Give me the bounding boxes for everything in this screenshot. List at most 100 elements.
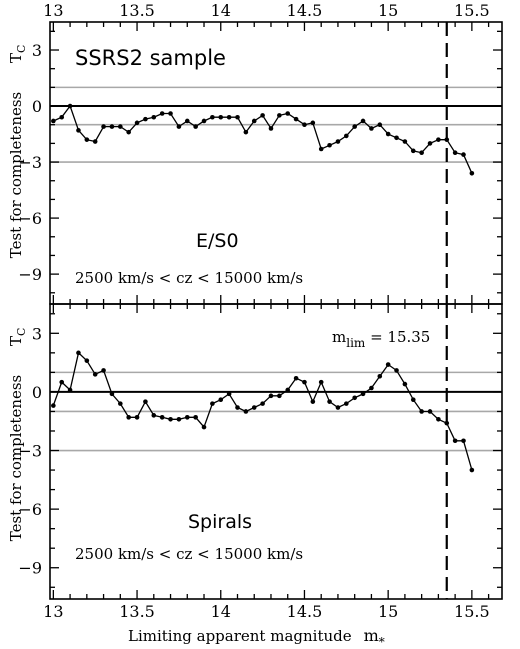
data-point-bottom-49: [461, 438, 466, 444]
data-point-bottom-12: [151, 413, 157, 418]
data-point-top-32: [318, 146, 324, 152]
mlim-symbol: m: [332, 328, 346, 346]
data-point-bottom-20: [218, 397, 224, 403]
x-axis-symbol: m: [364, 626, 379, 645]
range-label-top: 2500 km/s < cz < 15000 km/s: [75, 269, 303, 287]
top-x-tick-label-0: 13: [43, 1, 63, 20]
data-point-top-26: [268, 126, 274, 131]
svg-text:Test for completeness: Test for completeness: [7, 375, 25, 542]
y-axis-label-bottom: Test for completeness: [7, 375, 25, 542]
data-point-top-18: [201, 118, 207, 124]
data-point-bottom-16: [184, 415, 190, 420]
svg-text:TC: TC: [7, 45, 28, 63]
data-point-bottom-27: [277, 393, 282, 399]
data-point-bottom-1: [59, 379, 65, 385]
bottom-x-tick-labels: 13 13.5 14 14.5 15 15.5: [43, 602, 490, 621]
data-point-bottom-25: [260, 401, 265, 406]
range-label-bottom: 2500 km/s < cz < 15000 km/s: [75, 545, 303, 563]
data-point-bottom-30: [302, 379, 307, 385]
data-point-bottom-50: [469, 467, 475, 473]
y-axis-title-top: Test for completeness TC: [7, 45, 28, 259]
data-point-bottom-29: [293, 375, 299, 381]
class-label-spirals: Spirals: [188, 511, 252, 533]
data-point-bottom-40: [385, 362, 391, 367]
data-point-top-50: [469, 170, 475, 176]
data-point-bottom-23: [243, 409, 249, 414]
bottom-x-tick-label-5: 15.5: [454, 602, 490, 621]
x-axis-label: Limiting apparent magnitude: [128, 627, 352, 645]
data-point-bottom-35: [344, 401, 349, 406]
data-point-bottom-48: [452, 438, 458, 444]
x-axis-symbol-sub: *: [379, 635, 385, 649]
y-axis-title-bottom: Test for completeness TC: [7, 328, 28, 542]
data-point-bottom-34: [335, 405, 341, 410]
y-axis-symbol-top: T: [7, 53, 25, 63]
data-point-top-40: [385, 131, 391, 137]
data-point-top-16: [184, 118, 190, 124]
data-point-top-47: [444, 137, 450, 142]
data-point-bottom-39: [377, 373, 383, 379]
data-point-bottom-5: [92, 372, 98, 377]
data-point-top-10: [134, 120, 140, 126]
svg-text:Test for completeness: Test for completeness: [7, 92, 25, 259]
data-point-bottom-24: [251, 405, 257, 410]
data-point-bottom-38: [369, 385, 374, 391]
data-point-top-45: [427, 141, 433, 146]
svg-text:TC: TC: [7, 328, 28, 346]
plot-frame-bottom: [49, 303, 503, 600]
data-point-top-6: [101, 124, 106, 129]
data-point-top-48: [452, 150, 458, 156]
top-x-tick-label-3: 14.5: [287, 1, 323, 20]
data-point-bottom-11: [143, 399, 148, 404]
data-point-bottom-19: [210, 401, 215, 406]
data-point-bottom-0: [51, 403, 56, 408]
data-point-bottom-36: [352, 395, 357, 401]
data-point-top-12: [151, 114, 157, 120]
data-point-bottom-17: [193, 415, 198, 420]
data-point-top-19: [210, 114, 215, 120]
panel-bottom: 3 0 −3 −6 −9 Spirals 2500 km/s < cz < 15000 …: [7, 303, 503, 600]
data-point-bottom-14: [168, 416, 173, 422]
data-point-top-2: [67, 103, 73, 109]
y-tick-label-top-3: −6: [18, 209, 42, 228]
data-point-top-15: [176, 124, 182, 129]
data-point-top-30: [302, 122, 307, 128]
series-points-spirals: [51, 350, 475, 473]
data-point-bottom-44: [419, 409, 424, 414]
data-point-top-0: [51, 118, 56, 124]
data-point-top-3: [76, 128, 81, 133]
data-point-bottom-37: [360, 391, 366, 397]
data-point-top-38: [369, 126, 374, 131]
data-point-top-8: [118, 124, 123, 129]
y-tick-label-bottom-1: 0: [32, 383, 42, 402]
ticks-top-panel: [50, 22, 502, 304]
data-point-top-29: [293, 116, 299, 122]
data-point-top-14: [168, 111, 173, 116]
data-point-bottom-33: [327, 399, 332, 404]
class-label-es0: E/S0: [196, 230, 239, 252]
data-point-top-35: [344, 133, 349, 139]
y-axis-symbol-sub-top: C: [15, 45, 28, 53]
y-tick-labels-bottom: 3 0 −3 −6 −9: [18, 324, 42, 577]
y-tick-label-bottom-2: −3: [18, 442, 42, 461]
ticks-bottom-panel: [50, 304, 502, 599]
data-point-bottom-26: [268, 393, 274, 399]
data-point-bottom-22: [235, 405, 240, 410]
data-point-top-5: [92, 139, 98, 144]
data-point-top-36: [352, 124, 357, 129]
bottom-x-tick-label-0: 13: [43, 602, 63, 621]
data-point-top-46: [436, 137, 441, 142]
y-tick-label-top-4: −9: [18, 265, 42, 284]
top-x-tick-label-1: 13.5: [119, 1, 155, 20]
data-point-top-13: [159, 111, 165, 116]
data-point-top-1: [59, 114, 65, 120]
chart-title: SSRS2 sample: [75, 46, 226, 70]
data-point-top-20: [218, 114, 224, 120]
data-point-top-49: [461, 152, 466, 157]
data-point-top-31: [310, 120, 316, 126]
mlim-annotation: mlim = 15.35: [332, 328, 430, 350]
y-tick-label-top-2: −3: [18, 153, 42, 172]
data-point-top-11: [143, 116, 148, 122]
data-point-top-27: [277, 113, 282, 118]
